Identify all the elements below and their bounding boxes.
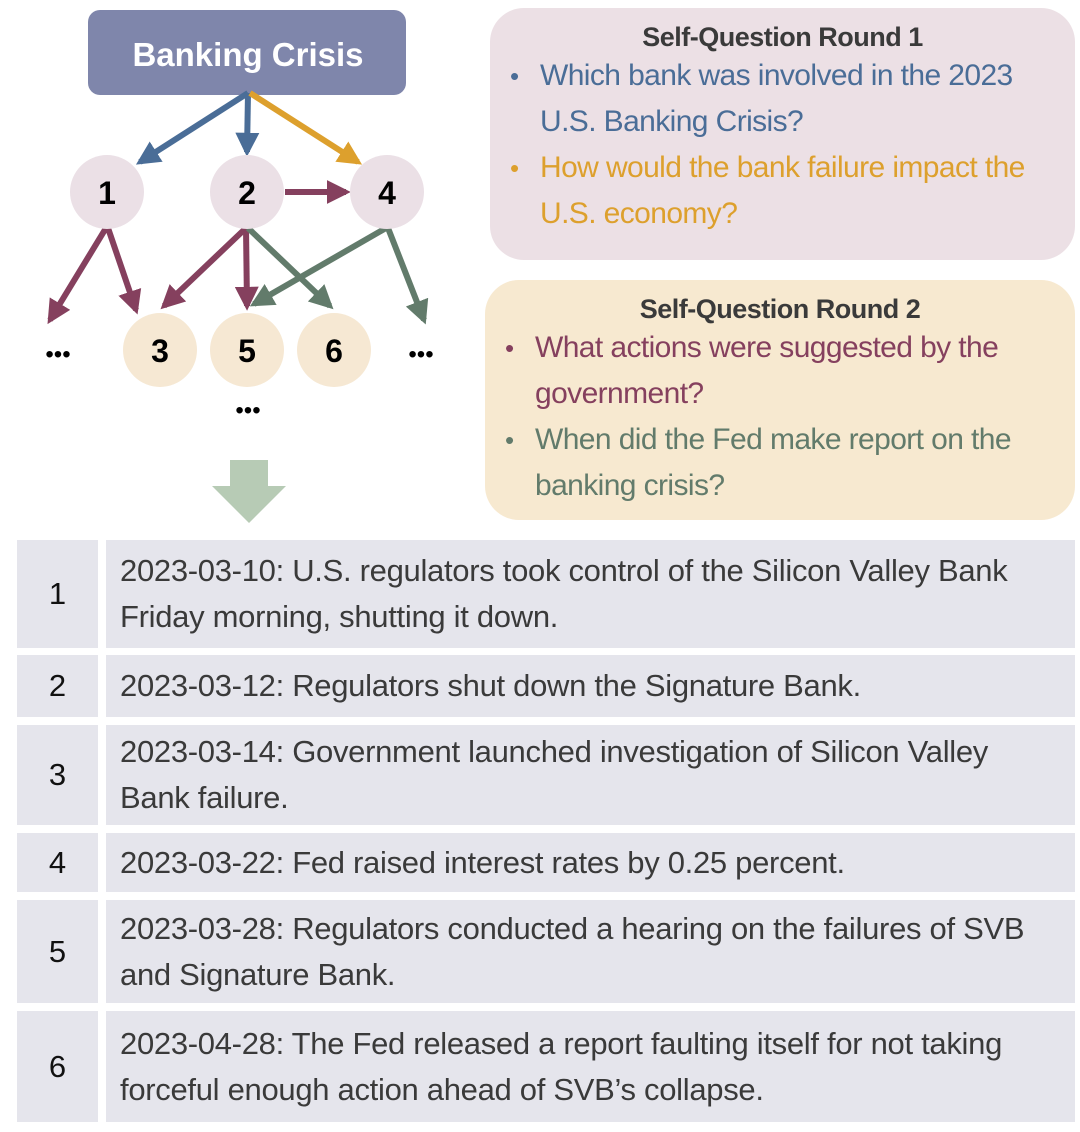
node-label: 5 [238,333,256,369]
event-text: 2023-03-12: Regulators shut down the Sig… [106,655,1075,717]
event-number: 1 [17,540,98,648]
timeline-row: 5 2023-03-28: Regulators conducted a hear… [17,900,1075,1003]
timeline-row: 2 2023-03-12: Regulators shut down the Si… [17,655,1075,717]
question-text: When did the Fed make report on the bank… [535,423,1012,502]
edge-1-dots [47,226,109,325]
node-4 [350,155,424,229]
question-item: • What actions were suggested by the gove… [505,325,1055,417]
node-6 [297,313,371,387]
edge-root-4 [248,90,363,165]
edge-4-5 [249,225,388,307]
bullet-icon: • [510,153,519,183]
bullet-icon: • [505,333,514,363]
bullet-icon: • [505,425,514,455]
question-item: • Which bank was involved in the 2023 U.S… [510,53,1055,145]
question-item: • When did the Fed make report on the ban… [505,417,1055,509]
ellipsis-right: ••• [408,341,433,368]
event-text: 2023-03-28: Regulators conducted a heari… [106,900,1075,1003]
self-question-round-1: Self-Question Round 1 • Which bank was in… [490,8,1075,260]
node-label: 6 [325,333,343,369]
ellipsis-bottom: ••• [235,397,260,424]
event-number: 4 [17,833,98,892]
edge-2-5 [234,227,259,311]
node-5 [210,313,284,387]
root-node [88,10,406,95]
edge-2-6 [245,225,334,310]
node-label: 1 [98,175,116,211]
question-text: What actions were suggested by the gover… [535,331,999,410]
edge-1-3 [105,227,142,315]
node-label: 2 [238,175,256,211]
event-text: 2023-03-22: Fed raised interest rates by… [106,833,1075,892]
event-number: 5 [17,900,98,1003]
round-1-title: Self-Question Round 1 [642,22,923,52]
question-text: How would the bank failure impact the U.… [540,151,1025,230]
down-arrow-icon [212,460,286,523]
event-text: 2023-03-14: Government launched investig… [106,725,1075,825]
question-item: • How would the bank failure impact the U… [510,145,1055,237]
self-question-round-2: Self-Question Round 2 • What actions were… [485,280,1075,520]
event-text: 2023-03-10: U.S. regulators took control… [106,540,1075,648]
timeline-row: 1 2023-03-10: U.S. regulators took contro… [17,540,1075,648]
event-number: 3 [17,725,98,825]
event-text: 2023-04-28: The Fed released a report fa… [106,1011,1075,1122]
node-2 [210,155,284,229]
edge-4-dots [385,226,429,325]
event-number: 6 [17,1011,98,1122]
node-label: 3 [151,333,169,369]
question-text: Which bank was involved in the 2023 U.S.… [540,59,1013,138]
round-2-title: Self-Question Round 2 [639,294,921,324]
ellipsis-left: ••• [45,341,70,368]
edge-2-3 [160,225,249,310]
bullet-icon: • [510,61,519,91]
timeline-row: 3 2023-03-14: Government launched investi… [17,725,1075,825]
timeline-row: 4 2023-03-22: Fed raised interest rates b… [17,833,1075,892]
question-tree-diagram: Banking Crisis 1 2 4 3 5 6 ••• ••• ••• [45,10,434,523]
event-number: 2 [17,655,98,717]
node-3 [123,313,197,387]
root-label: Banking Crisis [132,36,363,73]
node-label: 4 [378,175,396,211]
timeline-row: 6 2023-04-28: The Fed released a report f… [17,1011,1075,1122]
edge-root-1 [135,90,250,165]
edge-root-2 [235,92,260,157]
node-1 [70,155,144,229]
